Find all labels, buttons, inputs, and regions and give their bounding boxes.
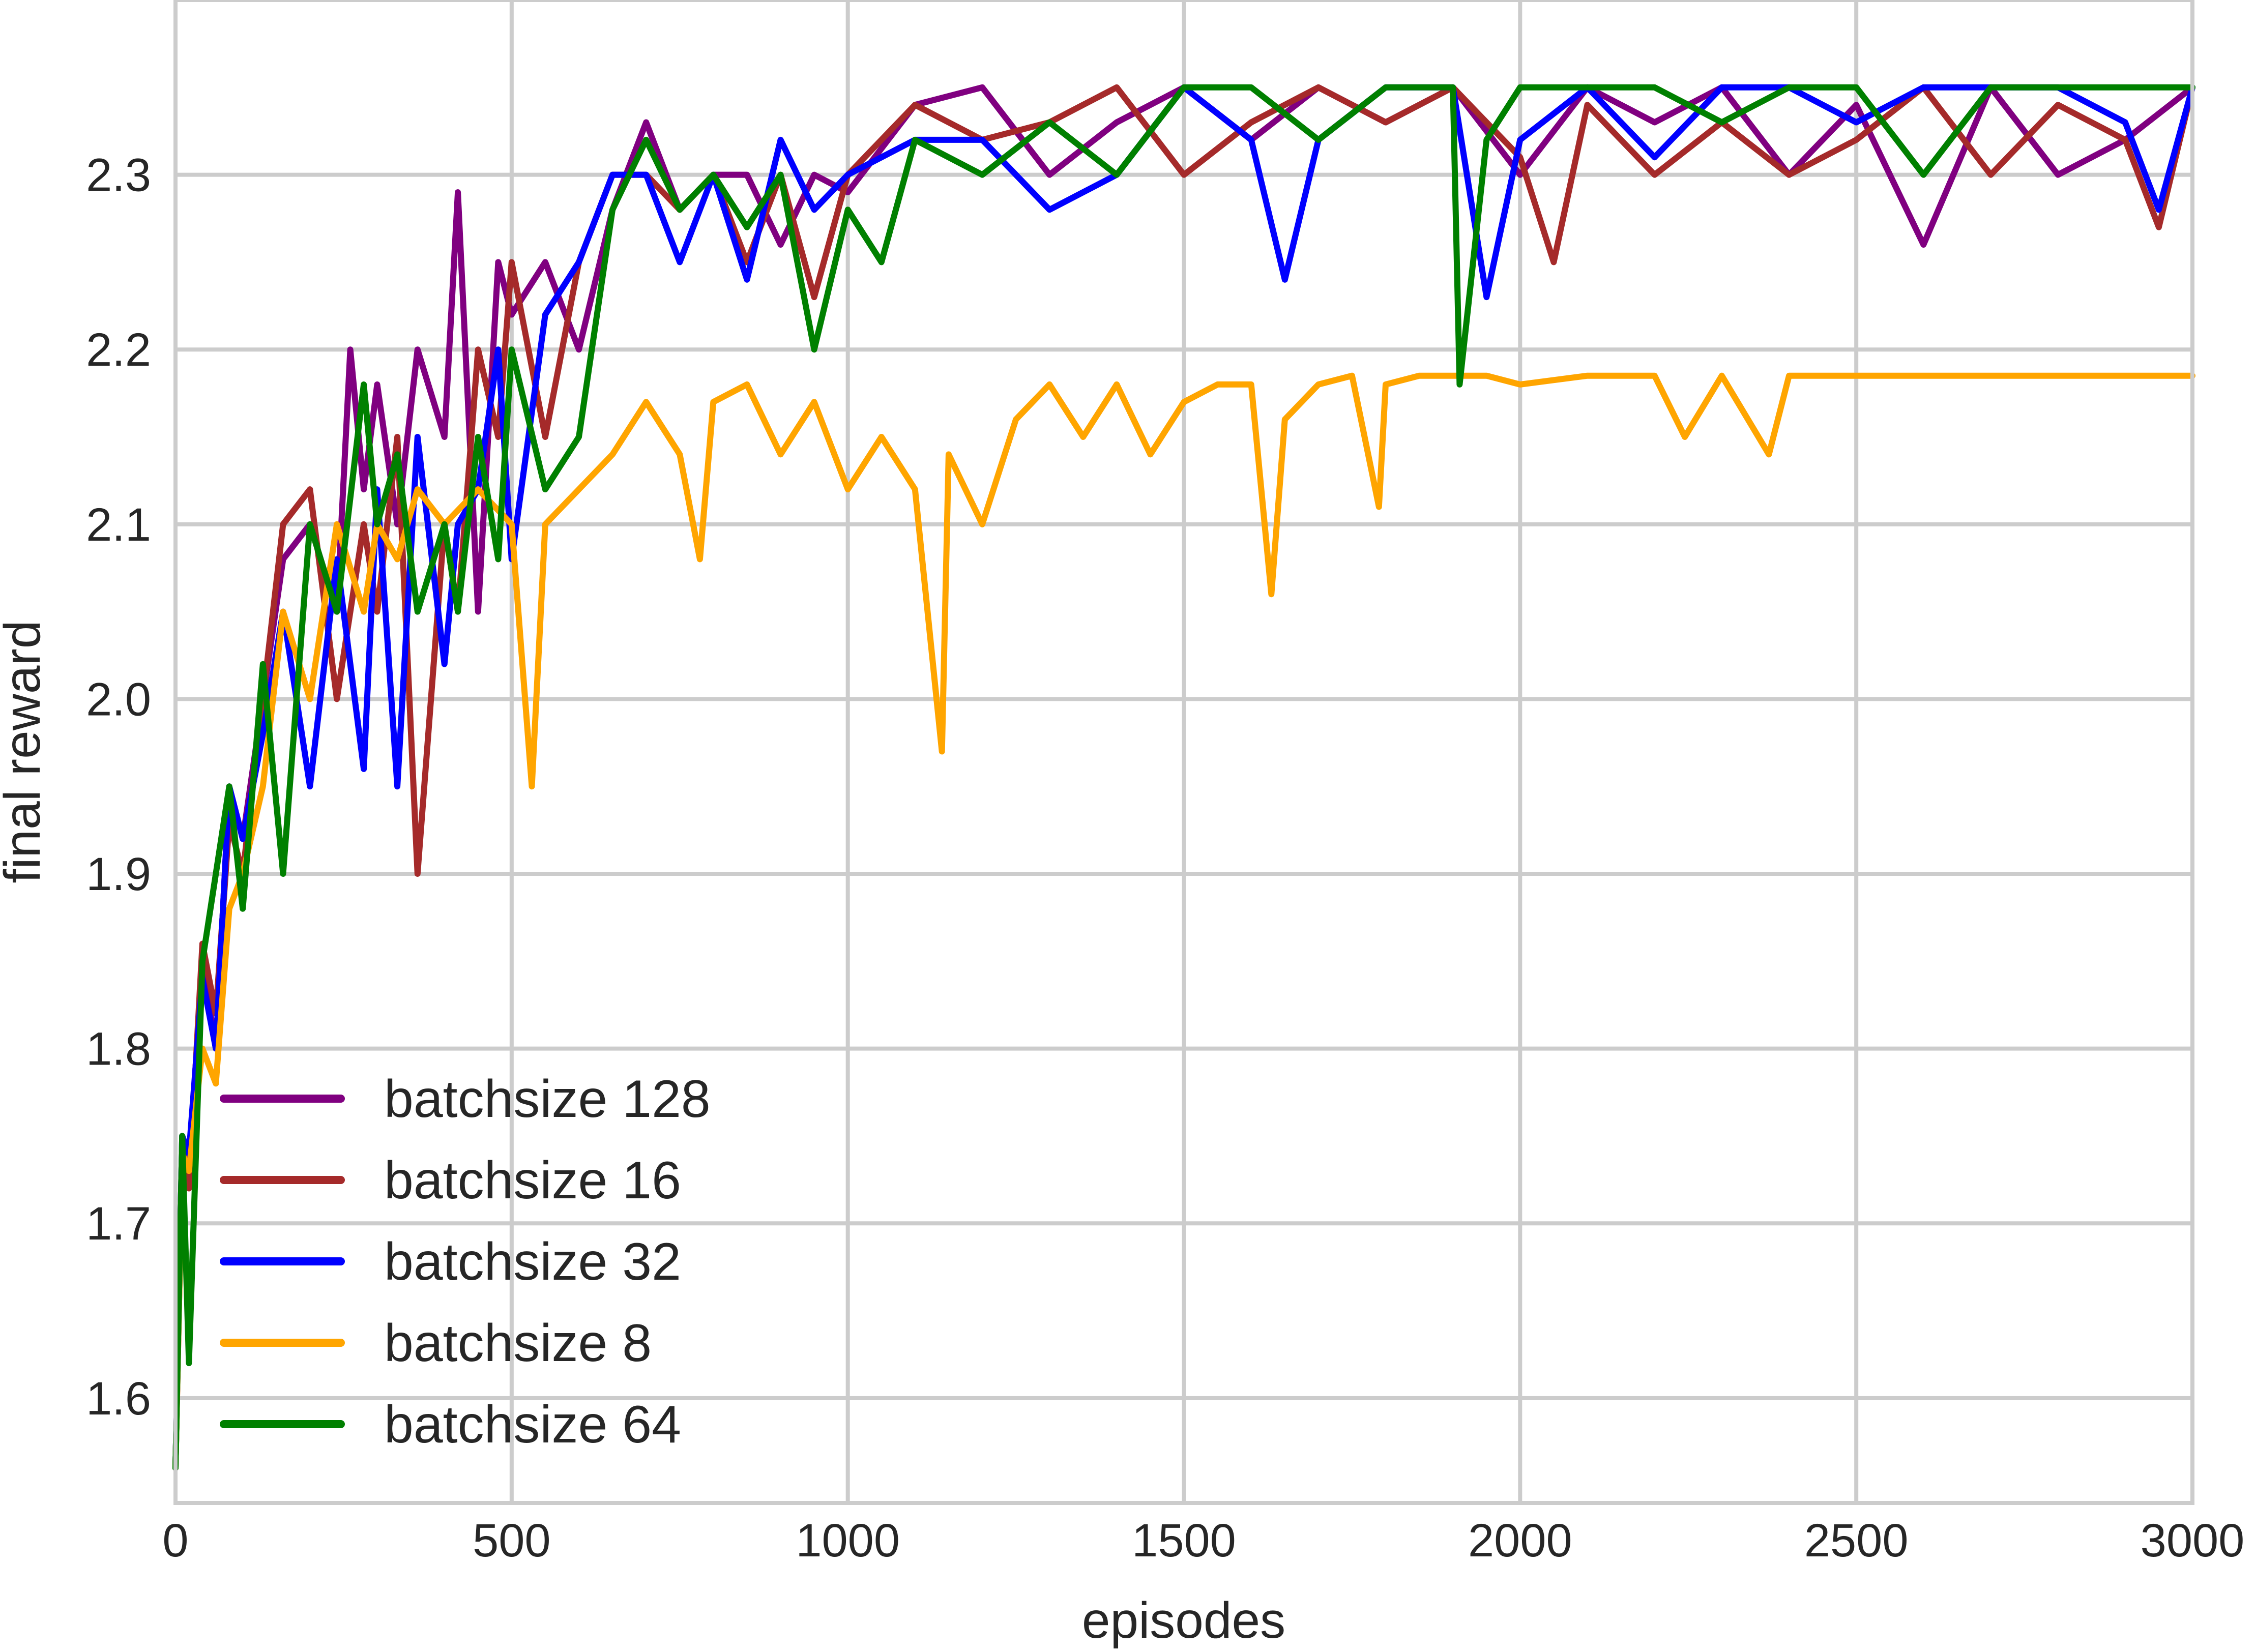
y-tick-label: 1.6 [86,1373,151,1425]
y-tick-label: 1.7 [86,1198,151,1250]
y-axis-label: final reward [0,621,51,883]
x-tick-label: 2500 [1804,1515,1909,1567]
legend-label: batchsize 16 [384,1151,681,1210]
y-tick-label: 2.0 [86,673,151,725]
x-tick-label: 1000 [796,1515,900,1567]
legend-label: batchsize 128 [384,1070,711,1129]
legend-label: batchsize 32 [384,1232,681,1291]
x-tick-label: 3000 [2141,1515,2245,1567]
series-line-batchsize-32 [172,84,2195,1471]
x-tick-label: 0 [162,1515,188,1567]
y-tick-label: 2.2 [86,324,151,376]
legend-label: batchsize 64 [384,1395,681,1454]
series-line-batchsize-8 [172,372,2195,1471]
y-tick-label: 1.8 [86,1023,151,1075]
series-line-batchsize-64 [172,84,2195,1471]
x-tick-label: 1500 [1132,1515,1236,1567]
legend-label: batchsize 8 [384,1314,652,1373]
x-axis-label: episodes [1082,1592,1285,1649]
x-tick-label: 500 [473,1515,551,1567]
plot-frame [173,0,2194,1505]
y-tick-labels: 1.6 1.7 1.8 1.9 2.0 2.1 2.2 2.3 [86,150,151,1425]
x-tick-label: 2000 [1468,1515,1572,1567]
series-lines [172,84,2195,1471]
y-tick-label: 2.3 [86,150,151,201]
y-tick-label: 2.1 [86,499,151,551]
y-tick-label: 1.9 [86,848,151,900]
x-tick-labels: 0 500 1000 1500 2000 2500 3000 [162,1515,2244,1567]
legend: batchsize 128 batchsize 16 batchsize 32 bat… [220,1070,711,1454]
